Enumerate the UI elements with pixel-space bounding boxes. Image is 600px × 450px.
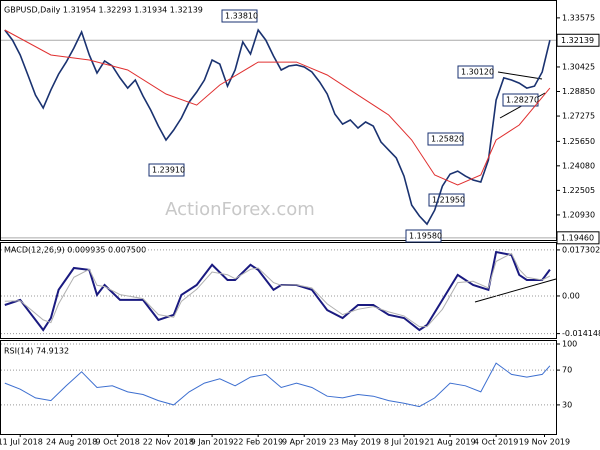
y-tick-label: 1.30425 xyxy=(562,62,595,71)
annotation: 1.33810 xyxy=(225,12,258,21)
annotation-box xyxy=(221,9,258,23)
y-tick-label: 1.20930 xyxy=(562,210,595,219)
series-line xyxy=(4,362,551,408)
y-tick-label: 30 xyxy=(562,400,572,409)
y-tick-label: 1.27275 xyxy=(562,112,595,121)
macd-panel xyxy=(0,242,557,339)
panel-title: RSI(14) 74.9132 xyxy=(4,347,69,356)
series-line xyxy=(4,252,551,328)
rsi-panel xyxy=(0,340,557,435)
panel-frames xyxy=(0,0,557,435)
y-tick-label: 1.33575 xyxy=(562,13,595,22)
trendline xyxy=(474,278,557,303)
annotation: 1.21950 xyxy=(432,196,465,205)
watermark: ActionForex.com xyxy=(165,199,315,220)
trendline xyxy=(497,71,543,80)
x-tick-label: 22 Feb 2019 xyxy=(233,438,283,447)
annotation-box xyxy=(457,65,494,79)
x-tick-label: 22 Nov 2018 xyxy=(143,438,194,447)
x-tick-label: 11 Jul 2018 xyxy=(0,438,43,447)
y-tick-label: 1.24080 xyxy=(562,161,595,170)
price-panel xyxy=(0,0,557,241)
price-label: 1.19460 xyxy=(561,233,594,242)
series-line xyxy=(4,28,551,226)
x-tick-label: 9 Jan 2019 xyxy=(191,438,234,447)
y-tick-label: 0.00 xyxy=(562,291,580,300)
price-label: 1.32139 xyxy=(561,36,594,45)
annotation: 1.19580 xyxy=(409,232,442,241)
x-tick-label: 4 Oct 2019 xyxy=(474,438,518,447)
y-tick-label: 1.22505 xyxy=(562,186,595,195)
x-tick-label: 19 Nov 2019 xyxy=(519,438,570,447)
x-tick-label: 21 Aug 2019 xyxy=(424,438,475,447)
price-label-box xyxy=(556,33,600,47)
series-line xyxy=(4,250,551,332)
y-tick-label: 1.25650 xyxy=(562,137,595,146)
x-tick-label: 23 May 2019 xyxy=(329,438,381,447)
y-tick-label: -0.014148 xyxy=(562,329,600,338)
annotation-box xyxy=(405,229,442,243)
annotation: 1.28270 xyxy=(506,96,539,105)
y-tick-label: 1.28850 xyxy=(562,87,595,96)
panel-title: GBPUSD,Daily 1.31954 1.32293 1.31934 1.3… xyxy=(4,6,203,15)
annotation-box xyxy=(502,93,539,107)
series-line xyxy=(4,29,551,186)
annotation: 1.25820 xyxy=(431,135,464,144)
x-tick-label: 8 Jul 2019 xyxy=(384,438,424,447)
y-tick-label: 100 xyxy=(562,340,577,349)
x-tick-label: 24 Aug 2018 xyxy=(46,438,97,447)
y-tick-label: 0.017302 xyxy=(562,245,600,254)
panel-title: MACD(12,26,9) 0.009935 0.007500 xyxy=(4,246,146,255)
x-tick-label: 9 Oct 2018 xyxy=(95,438,139,447)
x-tick-label: 9 Apr 2019 xyxy=(282,438,326,447)
annotation: 1.23910 xyxy=(152,166,185,175)
annotation-box xyxy=(427,132,464,146)
annotation: 1.30120 xyxy=(461,68,494,77)
price-label-box xyxy=(556,231,600,245)
annotation-box xyxy=(148,163,185,177)
y-tick-label: 70 xyxy=(562,366,572,375)
